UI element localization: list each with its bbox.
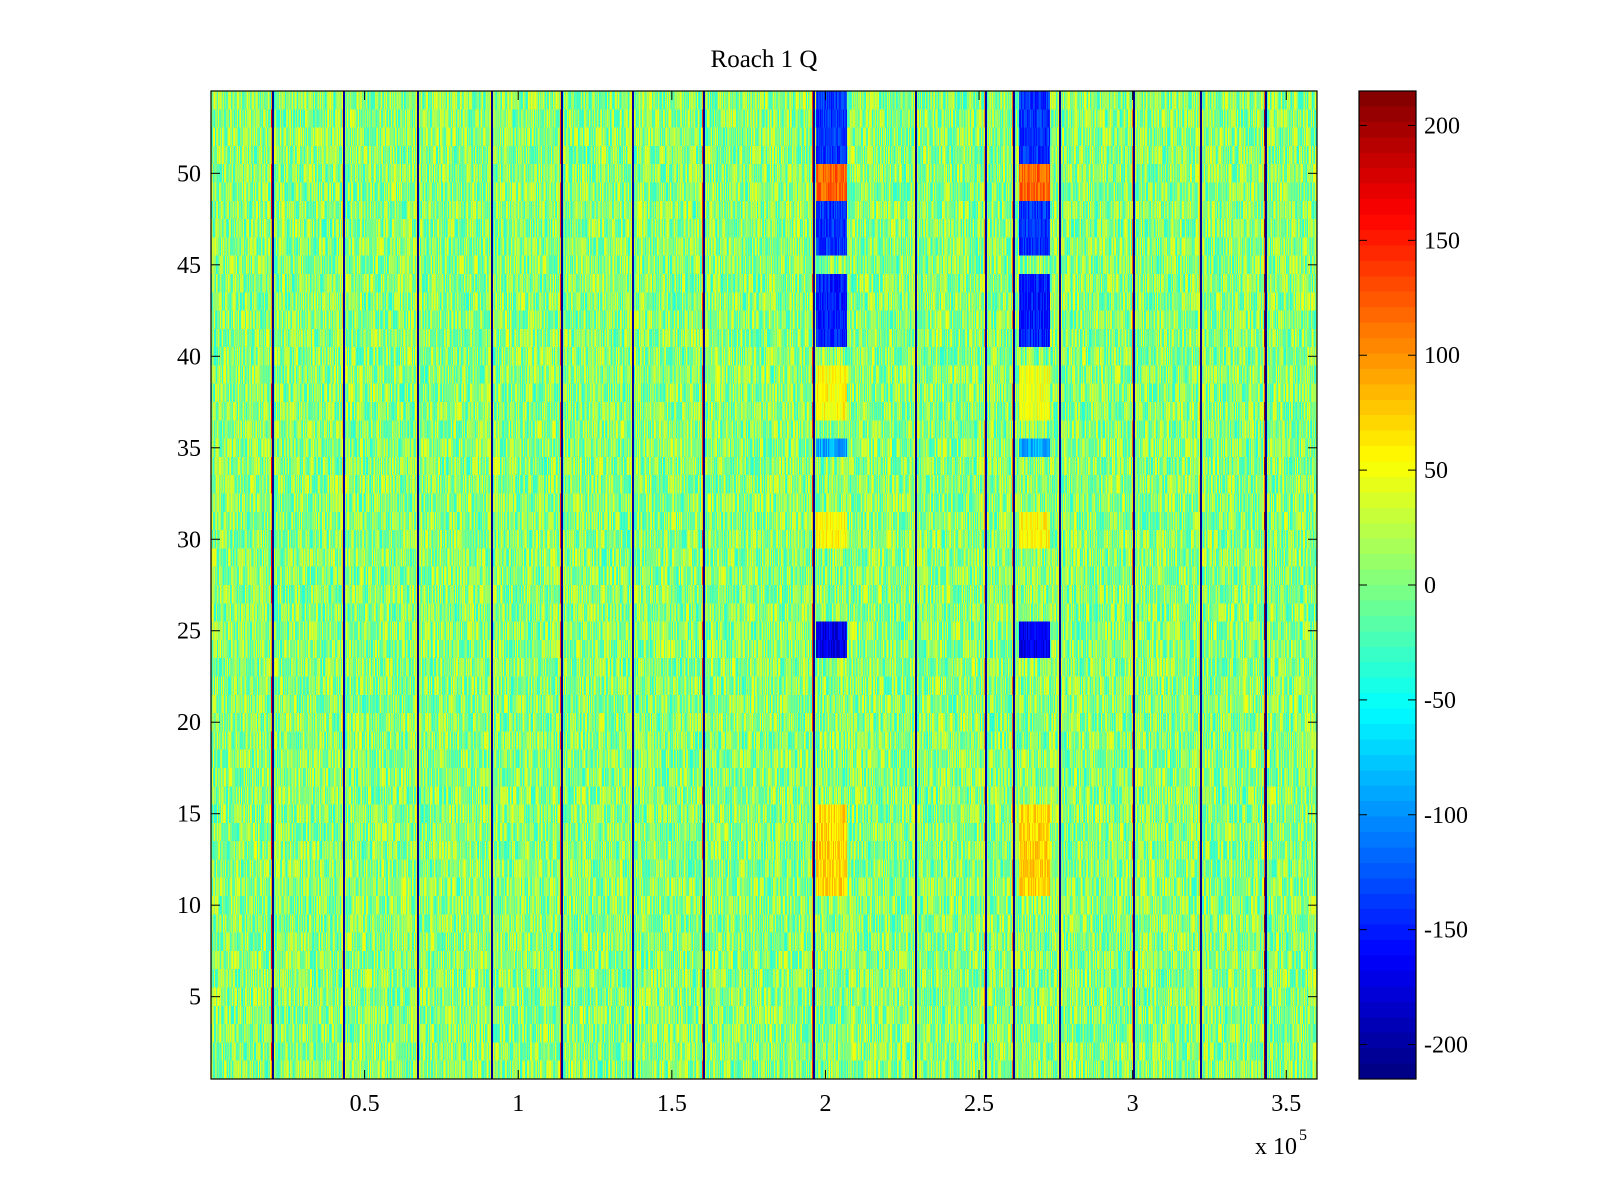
x-multiplier-exponent: 5 — [1299, 1127, 1307, 1144]
y-tick-label: 20 — [177, 710, 201, 736]
chart-title: Roach 1 Q — [711, 46, 818, 73]
x-axis: 0.5 1 1.5 2 2.5 3 3.5 — [350, 91, 1301, 1117]
y-tick-label: 10 — [177, 893, 201, 919]
plot-frame — [210, 90, 1318, 1080]
y-tick-label: 30 — [177, 527, 201, 553]
y-tick-label: 25 — [177, 619, 201, 645]
x-multiplier: x 10 — [1255, 1134, 1297, 1160]
heatmap-image — [211, 91, 1317, 1079]
colorbar-axis: 200 150 100 50 0 -50 -100 -150 -200 — [1359, 113, 1468, 1059]
y-tick-label: 45 — [177, 253, 201, 279]
x-tick-label: 2 — [819, 1091, 831, 1117]
colorbar-tick-label: -150 — [1424, 918, 1468, 944]
x-tick-label: 1.5 — [657, 1091, 687, 1117]
colorbar-gradient — [1359, 91, 1416, 1079]
y-tick-label: 40 — [177, 344, 201, 370]
colorbar-tick-label: 0 — [1424, 573, 1436, 599]
x-tick-label: 3.5 — [1271, 1091, 1301, 1117]
colorbar-frame — [1358, 90, 1417, 1080]
colorbar-tick-label: -100 — [1424, 803, 1468, 829]
colorbar-tick-label: -50 — [1424, 688, 1456, 714]
colorbar-tick-label: 100 — [1424, 343, 1460, 369]
x-tick-label: 3 — [1127, 1091, 1139, 1117]
y-tick-label: 50 — [177, 161, 201, 187]
y-axis: 5 10 15 20 25 30 35 40 45 50 — [177, 161, 1317, 1011]
colorbar-tick-label: 200 — [1424, 113, 1460, 139]
colorbar-tick-label: 150 — [1424, 228, 1460, 254]
y-tick-label: 15 — [177, 802, 201, 828]
x-tick-label: 0.5 — [350, 1091, 380, 1117]
x-tick-label: 2.5 — [964, 1091, 994, 1117]
y-tick-label: 35 — [177, 436, 201, 462]
colorbar-tick-label: -200 — [1424, 1033, 1468, 1059]
colorbar-tick-label: 50 — [1424, 458, 1448, 484]
x-tick-label: 1 — [512, 1091, 524, 1117]
y-tick-label: 5 — [189, 985, 201, 1011]
